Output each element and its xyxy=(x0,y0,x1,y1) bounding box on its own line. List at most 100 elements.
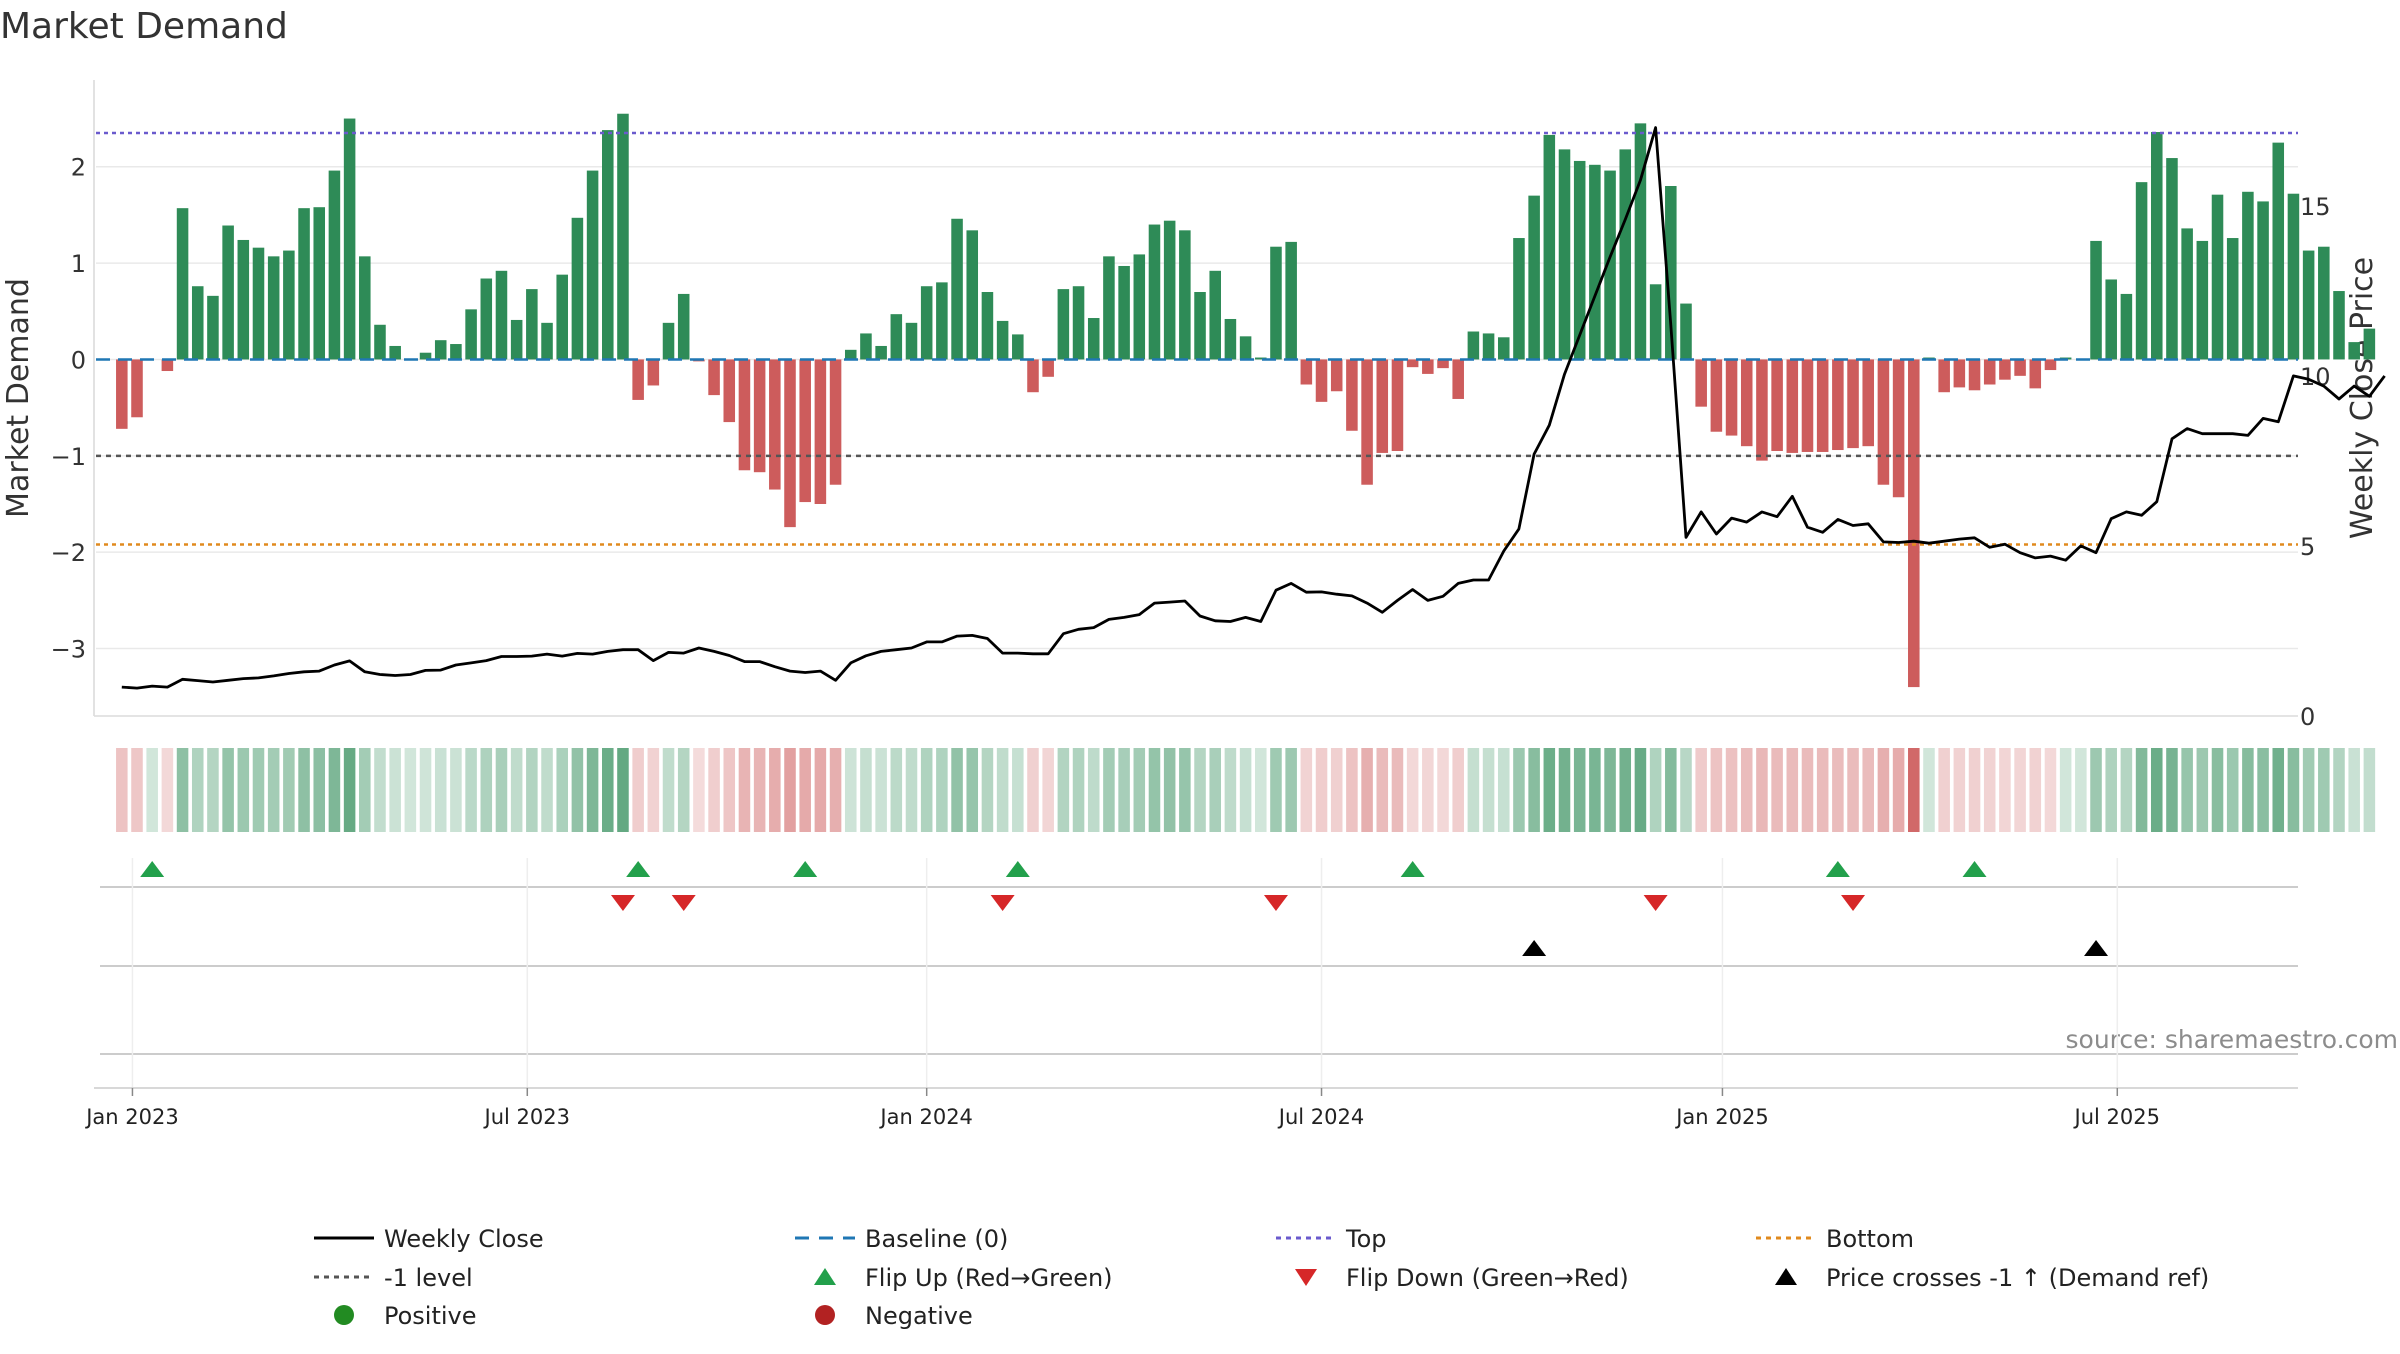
heat-cell xyxy=(1862,748,1875,832)
demand-bar-positive xyxy=(1589,164,1601,360)
heat-cell xyxy=(1816,748,1829,832)
demand-bar-positive xyxy=(1680,303,1692,360)
demand-bar-positive xyxy=(343,118,356,360)
demand-bar-positive xyxy=(2166,158,2178,360)
legend-label: Weekly Close xyxy=(384,1225,544,1253)
heat-cell xyxy=(647,748,660,832)
heat-cell xyxy=(1619,748,1632,832)
heat-cell xyxy=(2014,748,2026,832)
demand-bar-positive xyxy=(2181,228,2193,360)
demand-bar-positive xyxy=(176,208,189,360)
heat-cell xyxy=(2302,748,2315,832)
demand-bar-negative xyxy=(1330,359,1343,392)
heat-cell xyxy=(146,748,158,832)
demand-bar-positive xyxy=(237,239,250,360)
heat-cell xyxy=(890,748,903,832)
demand-bar-negative xyxy=(1892,359,1905,498)
heat-cell xyxy=(723,748,736,832)
demand-bar-positive xyxy=(222,225,234,360)
demand-bar-positive xyxy=(1604,170,1616,360)
demand-bar-positive xyxy=(1163,220,1176,360)
demand-bar-negative xyxy=(1847,359,1859,449)
y-axis-right-title: Weekly Close Price xyxy=(2345,257,2380,539)
legend-label: Negative xyxy=(865,1302,973,1330)
heat-cell xyxy=(981,748,994,832)
heat-cell xyxy=(1482,748,1495,832)
flip-down-marker xyxy=(1263,895,1288,911)
demand-bar-positive xyxy=(966,230,979,360)
heat-cell xyxy=(1801,748,1814,832)
y-tick-label-left: −3 xyxy=(51,636,86,664)
heat-cell xyxy=(996,748,1009,832)
y-tick-label-right: 5 xyxy=(2300,533,2315,561)
x-tick-label: Jul 2025 xyxy=(2073,1105,2160,1129)
heat-cell xyxy=(920,748,933,832)
heat-cell xyxy=(207,748,219,832)
demand-bar-positive xyxy=(283,250,295,360)
legend-label: Price crosses -1 ↑ (Demand ref) xyxy=(1826,1264,2209,1292)
demand-bar-positive xyxy=(1179,230,1191,360)
demand-bar-negative xyxy=(829,359,842,485)
demand-bar-negative xyxy=(1756,359,1768,461)
heat-cell xyxy=(191,748,204,832)
heat-cell xyxy=(1604,748,1616,832)
heat-cell xyxy=(1923,748,1935,832)
flip-down-marker xyxy=(610,895,635,911)
legend-swatch-circle xyxy=(815,1305,835,1325)
legend-swatch-triangle-up xyxy=(1775,1268,1797,1285)
demand-bar-negative xyxy=(1908,359,1920,688)
flip-up-marker xyxy=(1825,861,1850,877)
demand-heat-strip xyxy=(116,748,2376,832)
demand-bar-positive xyxy=(1573,160,1586,360)
heat-cell xyxy=(252,748,265,832)
demand-bar-negative xyxy=(647,359,660,386)
demand-bar-positive xyxy=(1482,333,1495,360)
demand-bar-positive xyxy=(434,340,447,360)
demand-bar-positive xyxy=(541,322,553,360)
heat-cell xyxy=(1194,748,1206,832)
heat-cell xyxy=(1877,748,1890,832)
demand-bar-positive xyxy=(1513,238,1525,360)
heat-cell xyxy=(1042,748,1054,832)
legend-label: -1 level xyxy=(384,1264,473,1292)
flip-up-marker xyxy=(1962,861,1987,877)
demand-bar-negative xyxy=(1832,359,1844,451)
demand-bar-positive xyxy=(2090,240,2102,360)
demand-bar-positive xyxy=(2302,250,2315,360)
heat-cell xyxy=(480,748,493,832)
heat-cell xyxy=(2196,748,2209,832)
demand-bar-negative xyxy=(738,359,751,471)
demand-bar-positive xyxy=(890,314,903,360)
y-tick-label-right: 15 xyxy=(2300,193,2331,221)
x-axis: Jan 2023 Jul 2023 Jan 2024 Jul 2024 Jan 2025… xyxy=(84,1087,2298,1129)
heat-cell xyxy=(844,748,857,832)
heat-cell xyxy=(343,748,356,832)
legend-label: Flip Down (Green→Red) xyxy=(1346,1264,1629,1292)
demand-bar-positive xyxy=(981,292,994,360)
demand-bar-positive xyxy=(465,309,477,360)
demand-bar-positive xyxy=(1209,270,1221,360)
demand-bar-positive xyxy=(1148,224,1161,360)
demand-bar-positive xyxy=(1057,289,1070,360)
heat-cell xyxy=(753,748,766,832)
legend-label: Positive xyxy=(384,1302,477,1330)
demand-bar-positive xyxy=(1224,318,1237,360)
flip-down-marker xyxy=(990,895,1015,911)
heat-cell xyxy=(617,748,629,832)
heat-cell xyxy=(1270,748,1282,832)
demand-bar-positive xyxy=(1619,149,1632,360)
demand-bar-positive xyxy=(252,247,265,360)
legend-swatch-circle xyxy=(334,1305,354,1325)
demand-bar-positive xyxy=(1239,336,1252,360)
heat-cell xyxy=(860,748,872,832)
heat-cell xyxy=(738,748,751,832)
flip-down-marker xyxy=(1643,895,1668,911)
heat-cell xyxy=(2059,748,2072,832)
demand-bar-positive xyxy=(510,319,523,360)
heat-cell xyxy=(662,748,675,832)
heat-cell xyxy=(1832,748,1844,832)
heat-cell xyxy=(2348,748,2360,832)
price-cross-marker xyxy=(1522,940,1547,956)
heat-cell xyxy=(1528,748,1540,832)
